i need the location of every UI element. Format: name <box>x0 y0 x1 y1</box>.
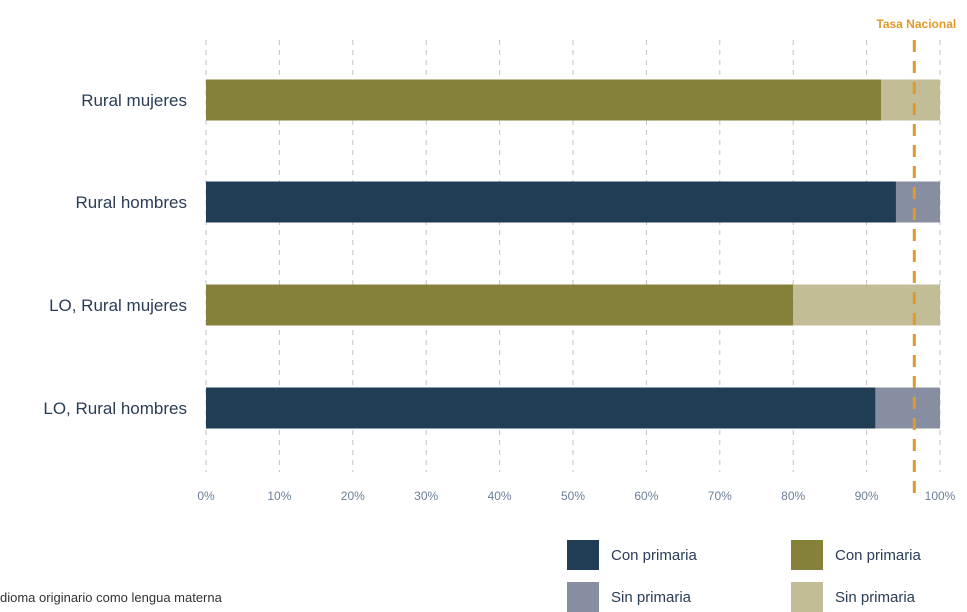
bar-sin-primaria <box>895 181 940 223</box>
legend-swatch <box>791 540 823 570</box>
legend-label: Con primaria <box>611 546 697 564</box>
legend-swatch <box>567 582 599 612</box>
bar-con-primaria <box>206 181 896 223</box>
x-tick-label: 70% <box>708 489 732 500</box>
legend-label: Con primaria <box>835 546 921 564</box>
x-tick-label: 30% <box>414 489 438 500</box>
legend-label: Sin primaria <box>835 588 916 606</box>
x-tick-label: 100% <box>925 489 956 500</box>
bar-sin-primaria <box>875 387 940 429</box>
category-label: Rural mujeres <box>81 91 187 110</box>
x-tick-label: 10% <box>267 489 291 500</box>
x-tick-label: 0% <box>197 489 215 500</box>
footnote: dioma originario como lengua materna <box>0 590 222 605</box>
x-tick-label: 80% <box>781 489 805 500</box>
bar-sin-primaria <box>793 284 940 326</box>
labels: 0% 10% 20% 30% 40% 50% 60% 70% 80% 90% 100% Rural m… <box>43 17 956 500</box>
legend-label: Sin primaria <box>611 588 692 606</box>
legend-item-sin-primaria-grey: Sin primaria <box>567 582 691 612</box>
bars <box>206 79 940 429</box>
x-tick-label: 40% <box>488 489 512 500</box>
chart: 0% 10% 20% 30% 40% 50% 60% 70% 80% 90% 100% Rural m… <box>43 17 956 500</box>
reference-line-label: Tasa Nacional <box>876 17 956 31</box>
legend-swatch <box>567 540 599 570</box>
bar-con-primaria <box>206 387 876 429</box>
bar-sin-primaria <box>881 79 940 121</box>
category-label: Rural hombres <box>76 193 188 212</box>
legend-item-con-primaria-olive: Con primaria <box>791 540 921 570</box>
category-label: LO, Rural mujeres <box>49 296 187 315</box>
legend-item-sin-primaria-beige: Sin primaria <box>791 582 915 612</box>
legend-swatch <box>791 582 823 612</box>
x-tick-label: 50% <box>561 489 585 500</box>
bar-con-primaria <box>206 284 794 326</box>
legend-item-con-primaria-dark: Con primaria <box>567 540 697 570</box>
category-label: LO, Rural hombres <box>43 399 187 418</box>
x-tick-label: 90% <box>855 489 879 500</box>
x-tick-label: 60% <box>634 489 658 500</box>
x-tick-label: 20% <box>341 489 365 500</box>
bar-con-primaria <box>206 79 882 121</box>
